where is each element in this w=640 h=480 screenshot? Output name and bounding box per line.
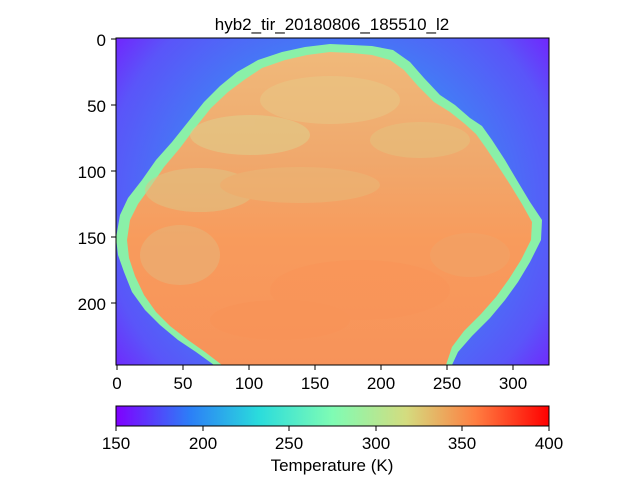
x-axis: 0 50 100 150 200 250 300 [112, 365, 527, 393]
y-tick-label: 200 [78, 295, 106, 314]
colorbar-tick-label: 300 [362, 434, 390, 453]
y-tick-label: 50 [87, 97, 106, 116]
x-tick-label: 100 [235, 374, 263, 393]
colorbar-tick-label: 400 [535, 434, 563, 453]
colorbar-tick-label: 150 [102, 434, 130, 453]
colorbar: 150 200 250 300 350 400 Temperature (K) [102, 405, 563, 475]
y-tick-label: 0 [97, 31, 106, 50]
figure-title: hyb2_tir_20180806_185510_l2 [215, 15, 449, 34]
x-tick-label: 0 [112, 374, 121, 393]
thermal-image [116, 38, 549, 365]
colorbar-tick-label: 200 [189, 434, 217, 453]
colorbar-label: Temperature (K) [271, 456, 394, 475]
image-axes-frame [115, 37, 550, 366]
colorbar-tick-label: 350 [448, 434, 476, 453]
x-tick-label: 50 [174, 374, 193, 393]
surface-texture [140, 76, 510, 340]
x-tick-label: 300 [499, 374, 527, 393]
x-tick-label: 250 [433, 374, 461, 393]
x-tick-label: 150 [301, 374, 329, 393]
x-tick-label: 200 [367, 374, 395, 393]
y-axis: 0 50 100 150 200 [78, 31, 116, 314]
colorbar-bar [115, 405, 550, 427]
colorbar-tick-label: 250 [275, 434, 303, 453]
y-tick-label: 150 [78, 229, 106, 248]
y-tick-label: 100 [78, 163, 106, 182]
